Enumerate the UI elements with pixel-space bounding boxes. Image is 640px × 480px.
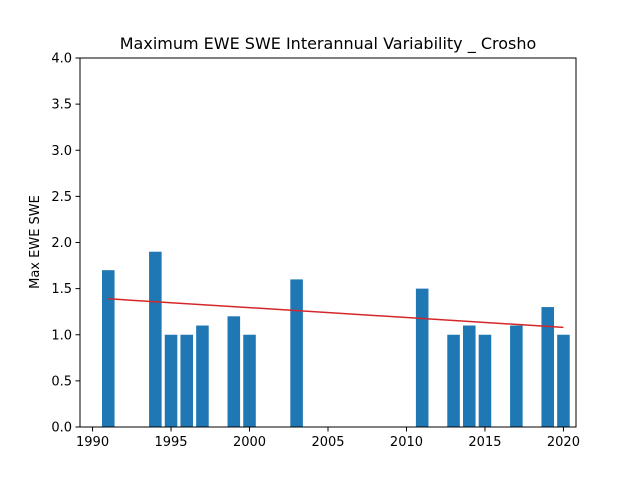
bar-2019: [541, 307, 555, 427]
bars-group: [101, 251, 570, 427]
y-tick-label-3: 1.5: [51, 282, 72, 297]
x-tick-label-1990: 1990: [76, 435, 109, 450]
x-tick-label-2020: 2020: [547, 435, 580, 450]
bar-2013: [447, 334, 460, 427]
x-axis: 1990 1995 2000 2005 2010 2015 2020: [76, 427, 580, 450]
chart-title: Maximum EWE SWE Interannual Variability …: [120, 34, 537, 54]
x-tick-label-2000: 2000: [233, 435, 266, 450]
plot-frame: [79, 57, 577, 428]
bar-2000: [243, 334, 256, 427]
y-axis: 0.0 0.5 1.0 1.5 2.0 2.5 3.0 3.5 4.0: [51, 52, 80, 436]
y-tick-label-1: 0.5: [51, 374, 72, 389]
trend-group: [108, 298, 564, 329]
bar-2011: [415, 288, 429, 427]
trend-line: [108, 298, 564, 329]
y-tick-label-4: 2.0: [51, 236, 72, 251]
x-tick-label-1995: 1995: [154, 435, 187, 450]
x-tick-label-2015: 2015: [468, 435, 501, 450]
bar-1996: [180, 334, 194, 427]
bar-2017: [510, 325, 523, 427]
y-tick-label-5: 2.5: [51, 190, 72, 205]
bar-2014: [462, 325, 476, 427]
bar-1994: [149, 251, 162, 427]
bar-2003: [290, 279, 303, 427]
x-tick-label-2005: 2005: [311, 435, 344, 450]
y-tick-label-7: 3.5: [51, 98, 72, 113]
bar-1991: [101, 270, 115, 427]
y-tick-label-0: 0.0: [51, 421, 72, 436]
bar-1999: [227, 316, 241, 427]
y-axis-label: Max EWE SWE: [28, 195, 43, 289]
y-tick-label-2: 1.0: [51, 328, 72, 343]
bar-2015: [478, 334, 492, 427]
bar-1997: [196, 325, 209, 427]
y-tick-label-6: 3.0: [51, 144, 72, 159]
x-tick-label-2010: 2010: [390, 435, 423, 450]
y-tick-label-8: 4.0: [51, 52, 72, 67]
bar-2020: [557, 334, 570, 427]
bar-1995: [164, 334, 178, 427]
